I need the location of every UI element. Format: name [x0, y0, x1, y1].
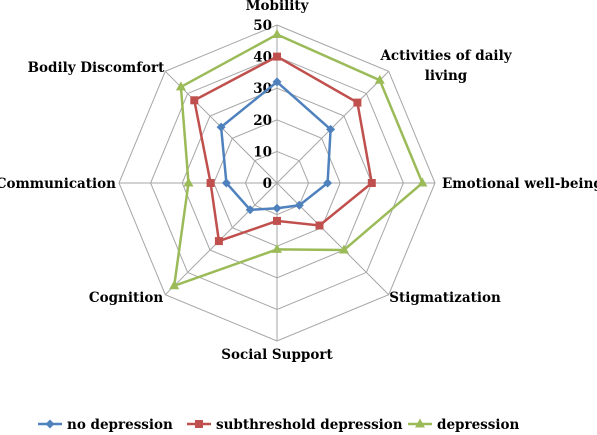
- data-point: [183, 177, 194, 187]
- axis-label-line: Emotional well-being: [442, 176, 597, 192]
- axis-label-line: Activities of daily: [379, 48, 512, 64]
- series-plot: [169, 29, 428, 290]
- series-subthreshold-depression: [190, 52, 376, 246]
- data-point: [315, 221, 324, 230]
- data-point: [169, 280, 180, 290]
- tick-label: 0: [263, 176, 272, 192]
- axis-label: Cognition: [89, 290, 164, 306]
- axis-label: Activities of daily living: [379, 48, 512, 84]
- data-point: [272, 29, 282, 38]
- data-point: [175, 81, 186, 91]
- legend: no depression subthreshold depression depr…: [38, 417, 520, 433]
- grid: [118, 24, 436, 342]
- data-point: [339, 244, 349, 254]
- data-point: [45, 419, 55, 429]
- data-point: [221, 178, 231, 188]
- data-point: [190, 96, 199, 105]
- axis-label-line: Social Support: [221, 347, 333, 363]
- tick-label: 10: [253, 144, 272, 160]
- tick-label: 30: [253, 81, 272, 97]
- data-point: [272, 203, 282, 213]
- legend-label: depression: [437, 417, 520, 433]
- tick-label: 50: [253, 18, 272, 34]
- tick-label: 20: [253, 113, 272, 129]
- axis-label: Social Support: [221, 347, 333, 363]
- axis-label-line: Cognition: [89, 290, 164, 306]
- legend-item: depression: [408, 417, 520, 433]
- data-point: [214, 237, 223, 246]
- legend-label: no depression: [67, 417, 173, 433]
- legend-item: subthreshold depression: [187, 417, 403, 433]
- data-point: [272, 243, 282, 253]
- data-point: [195, 420, 203, 428]
- axis-label-line: Bodily Discomfort: [28, 60, 166, 76]
- axis-label: Stigmatization: [389, 290, 501, 306]
- axis-labels: Mobility Activities of daily living Emotion…: [0, 0, 597, 363]
- data-point: [273, 216, 281, 225]
- series-depression: [169, 29, 428, 290]
- data-point: [417, 177, 428, 187]
- data-point: [206, 179, 215, 187]
- series-no-depression: [216, 77, 336, 215]
- data-point: [353, 98, 362, 107]
- axis-label: Communication: [0, 176, 116, 192]
- grid-spoke: [276, 182, 390, 296]
- data-point: [367, 179, 376, 187]
- axis-label-line: Communication: [0, 176, 116, 192]
- data-point: [245, 205, 255, 215]
- data-point: [294, 200, 304, 210]
- legend-label: subthreshold depression: [216, 417, 403, 433]
- data-point: [272, 77, 282, 87]
- data-point: [326, 124, 336, 134]
- data-point: [273, 52, 281, 61]
- data-point: [415, 418, 425, 428]
- data-point: [323, 178, 333, 188]
- axis-label: Bodily Discomfort: [28, 60, 166, 76]
- data-point: [216, 122, 226, 132]
- axis-label-line: living: [425, 68, 468, 84]
- axis-label: Mobility: [246, 0, 310, 14]
- axis-label-line: Mobility: [246, 0, 310, 14]
- data-point: [374, 74, 385, 84]
- axis-label-line: Stigmatization: [389, 290, 501, 306]
- axis-label: Emotional well-being: [442, 176, 597, 192]
- legend-item: no depression: [38, 417, 173, 433]
